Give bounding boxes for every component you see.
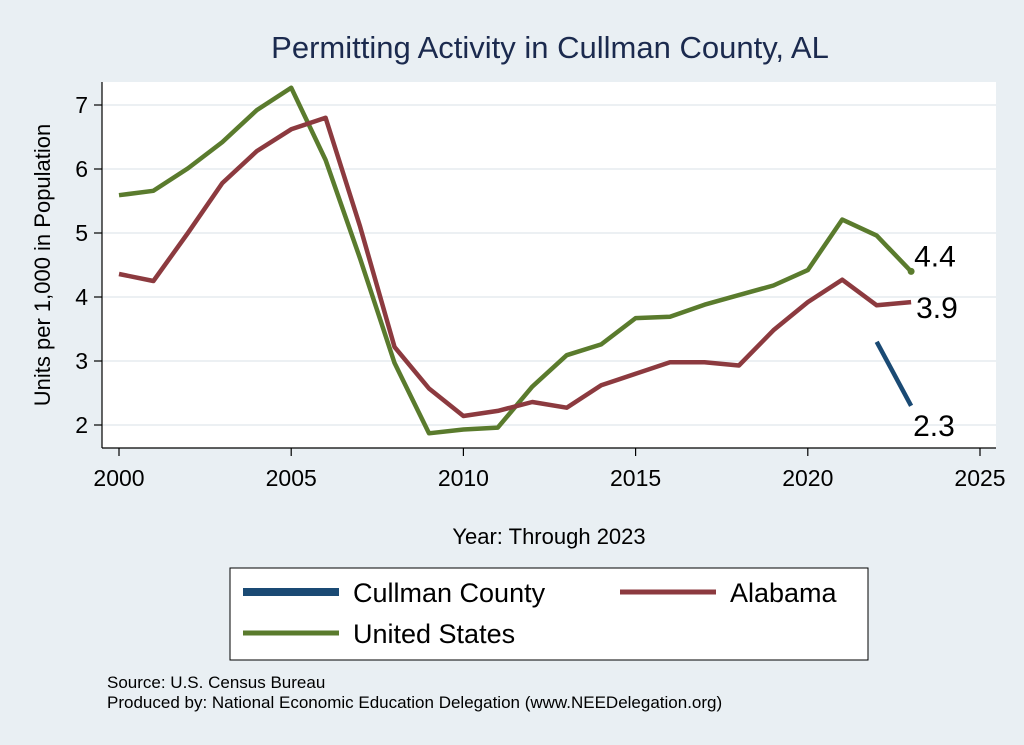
source-note: Source: U.S. Census Bureau — [107, 673, 325, 692]
x-axis-title: Year: Through 2023 — [452, 524, 645, 549]
legend-label-alabama: Alabama — [730, 578, 838, 608]
y-tick-label: 5 — [75, 220, 88, 246]
x-tick-label: 2025 — [954, 465, 1005, 491]
x-tick-label: 2000 — [93, 465, 144, 491]
y-tick-label: 4 — [75, 284, 88, 310]
x-tick-label: 2015 — [610, 465, 661, 491]
end-label-cullman-county: 2.3 — [913, 410, 955, 443]
legend-label-united-states: United States — [353, 619, 515, 649]
y-axis-ticks: 2 3 4 5 6 7 — [75, 92, 102, 438]
y-tick-label: 6 — [75, 156, 88, 182]
x-tick-label: 2020 — [782, 465, 833, 491]
end-label-united-states: 4.4 — [914, 240, 956, 273]
produced-by-note: Produced by: National Economic Education… — [107, 693, 722, 712]
plot-area — [102, 82, 996, 448]
y-tick-label: 3 — [75, 348, 88, 374]
y-tick-label: 7 — [75, 92, 88, 118]
legend: Cullman County Alabama United States — [230, 568, 868, 660]
y-tick-label: 2 — [75, 412, 88, 438]
legend-label-cullman-county: Cullman County — [353, 578, 546, 608]
x-axis-ticks: 2000 2005 2010 2015 2020 2025 — [93, 448, 1005, 491]
x-tick-label: 2010 — [438, 465, 489, 491]
chart: Permitting Activity in Cullman County, A… — [0, 0, 1024, 745]
chart-title: Permitting Activity in Cullman County, A… — [271, 30, 829, 65]
x-tick-label: 2005 — [266, 465, 317, 491]
y-axis-title: Units per 1,000 in Population — [30, 124, 55, 407]
end-label-alabama: 3.9 — [916, 292, 958, 325]
